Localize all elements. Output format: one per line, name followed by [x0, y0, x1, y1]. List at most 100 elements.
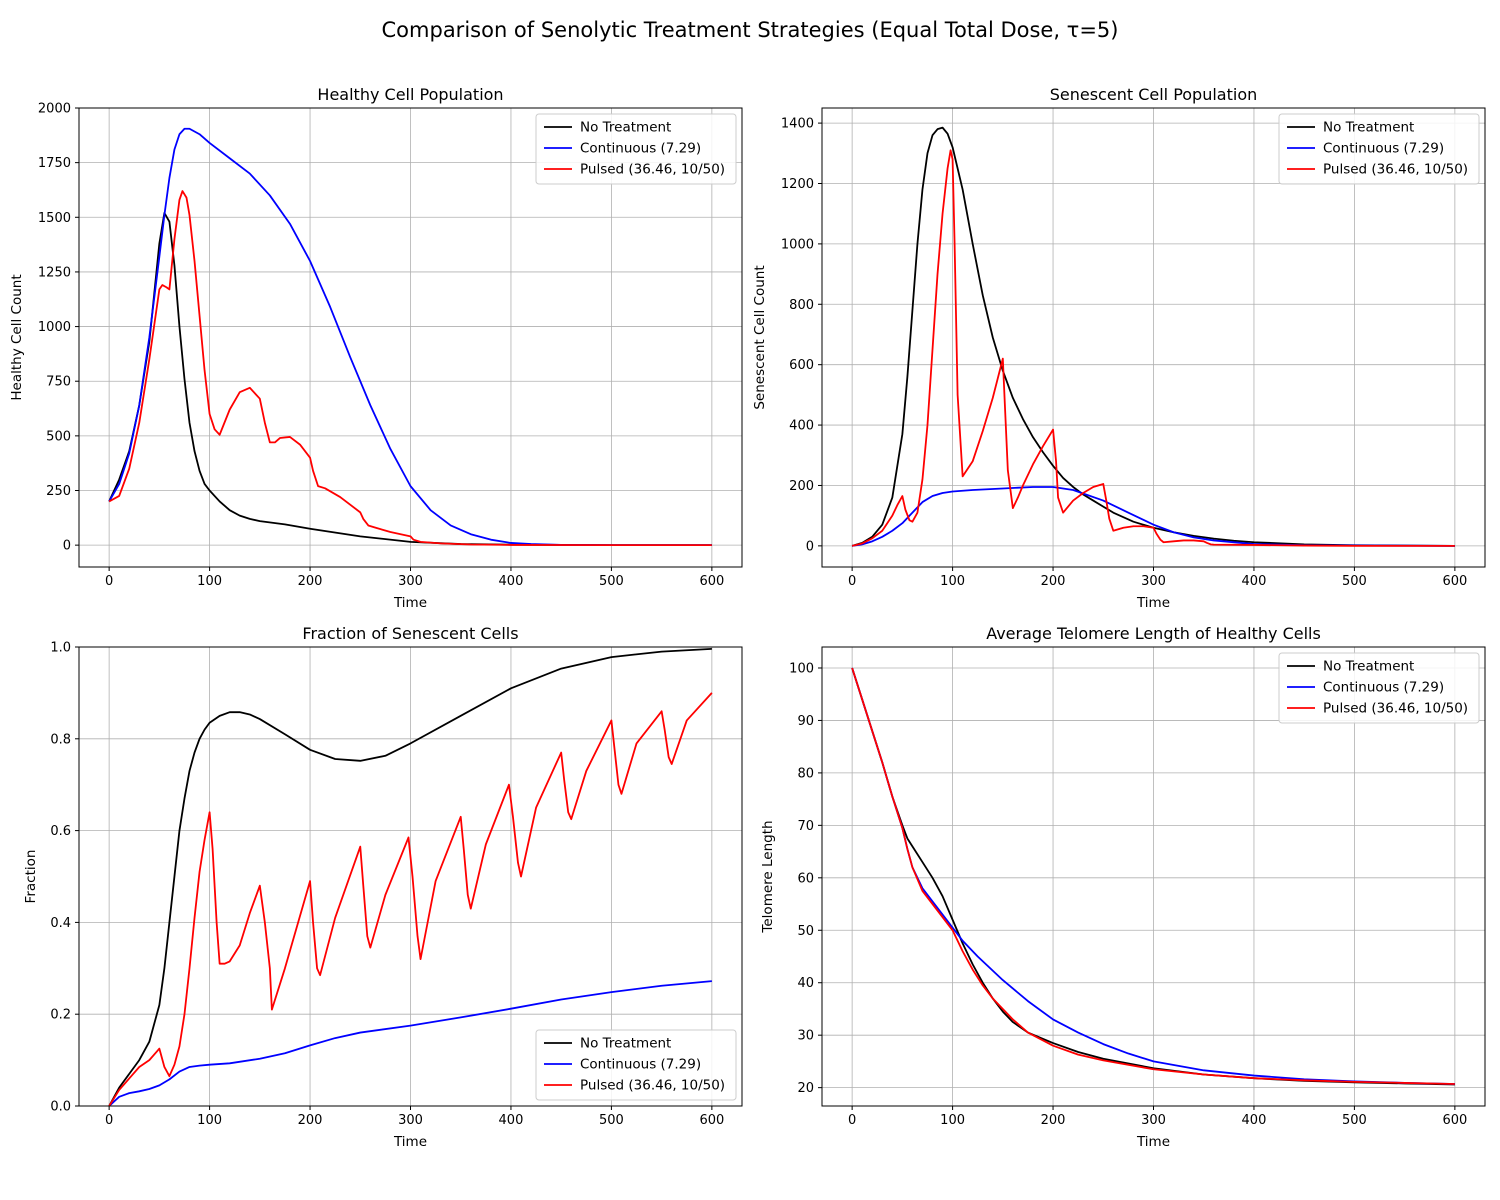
subplot-title: Average Telomere Length of Healthy Cells: [986, 624, 1321, 643]
y-tick-label: 1.0: [50, 641, 71, 656]
subplot-title: Healthy Cell Population: [317, 85, 503, 104]
y-tick-label: 70: [797, 819, 814, 834]
legend-label-no-treatment: No Treatment: [1323, 120, 1414, 136]
y-tick-label: 1400: [781, 117, 814, 132]
x-tick-label: 500: [599, 574, 624, 589]
y-tick-label: 400: [789, 419, 814, 434]
series-line-pulsed: [851, 667, 1455, 1085]
x-tick-label: 600: [1442, 574, 1467, 589]
legend: No Treatment Continuous (7.29) Pulsed (36.…: [1278, 652, 1480, 724]
legend-label-no-treatment: No Treatment: [1323, 659, 1414, 675]
y-tick-label: 60: [797, 871, 814, 886]
legend-label-pulsed: Pulsed (36.46, 10/50): [580, 162, 725, 178]
y-axis-label: Telomere Length: [760, 820, 776, 933]
legend-label-continuous: Continuous (7.29): [1323, 680, 1444, 696]
y-tick-label: 1000: [38, 320, 71, 335]
chart-fraction: 0 100 200 300 400 500 600 0.0 0.2 0.4 0.6 0.8 1.0 Fra…: [23, 624, 743, 1150]
x-tick-label: 0: [105, 1113, 113, 1128]
x-tick-label: 300: [1141, 1113, 1166, 1128]
y-tick-label: 250: [46, 484, 71, 499]
x-tick-label: 400: [1242, 1113, 1267, 1128]
legend-label-continuous: Continuous (7.29): [580, 1057, 701, 1073]
legend-frame: [535, 1029, 737, 1101]
chart-telomere: 0 100 200 300 400 500 600 20 30 40 50 60 70 80 90 100 Av…: [760, 624, 1486, 1150]
legend-label-pulsed: Pulsed (36.46, 10/50): [1323, 162, 1468, 178]
y-tick-label: 800: [789, 298, 814, 313]
y-tick-label: 20: [797, 1081, 814, 1096]
y-tick-label: 0.8: [50, 732, 71, 747]
y-tick-label: 200: [789, 479, 814, 494]
chart-healthy: 0 100 200 300 400 500 600 0 250 500 750 1000 1250 150…: [9, 85, 743, 611]
x-tick-label: 0: [848, 1113, 856, 1128]
x-tick-label: 200: [1041, 1113, 1066, 1128]
series-line-continuous: [108, 980, 712, 1106]
x-tick-label: 500: [1342, 1113, 1367, 1128]
x-tick-label: 600: [1442, 1113, 1467, 1128]
x-tick-label: 0: [105, 574, 113, 589]
chart-senescent: 0 100 200 300 400 500 600 0 200 400 600 800 1000 1200…: [752, 85, 1486, 611]
x-tick-label: 400: [499, 574, 524, 589]
y-tick-label: 80: [797, 766, 814, 781]
x-axis-label: Time: [393, 595, 427, 611]
legend: No Treatment Continuous (7.29) Pulsed (36.…: [1278, 113, 1480, 185]
y-tick-label: 0.2: [50, 1008, 71, 1023]
x-tick-label: 200: [1041, 574, 1066, 589]
x-tick-label: 400: [1242, 574, 1267, 589]
x-tick-label: 300: [398, 574, 423, 589]
y-tick-label: 1750: [38, 156, 71, 171]
y-tick-label: 2000: [38, 102, 71, 117]
legend-label-continuous: Continuous (7.29): [580, 141, 701, 157]
y-axis-label: Fraction: [23, 850, 39, 904]
x-tick-label: 200: [298, 574, 323, 589]
x-tick-label: 100: [197, 574, 222, 589]
x-tick-label: 600: [699, 1113, 724, 1128]
x-tick-label: 300: [398, 1113, 423, 1128]
x-tick-label: 600: [699, 574, 724, 589]
legend-label-pulsed: Pulsed (36.46, 10/50): [1323, 701, 1468, 717]
y-tick-label: 1200: [781, 177, 814, 192]
x-tick-label: 100: [940, 574, 965, 589]
x-axis-label: Time: [1136, 1134, 1170, 1150]
figure-title: Comparison of Senolytic Treatment Strate…: [381, 18, 1119, 42]
y-tick-label: 100: [789, 661, 814, 676]
x-tick-label: 300: [1141, 574, 1166, 589]
subplot-title: Senescent Cell Population: [1050, 85, 1258, 104]
series-line-pulsed: [108, 190, 712, 547]
series-line-continuous: [108, 127, 712, 547]
y-axis-label: Senescent Cell Count: [752, 265, 768, 409]
y-tick-label: 600: [789, 358, 814, 373]
y-tick-label: 500: [46, 429, 71, 444]
y-tick-label: 1500: [38, 211, 71, 226]
y-tick-label: 0.0: [50, 1100, 71, 1115]
y-tick-label: 50: [797, 924, 814, 939]
x-tick-label: 500: [599, 1113, 624, 1128]
series-line-continuous: [852, 486, 1455, 547]
y-tick-label: 750: [46, 375, 71, 390]
x-tick-label: 100: [197, 1113, 222, 1128]
x-tick-label: 500: [1342, 574, 1367, 589]
y-tick-label: 90: [797, 714, 814, 729]
x-axis-label: Time: [1136, 595, 1170, 611]
x-tick-label: 0: [848, 574, 856, 589]
series-line-pulsed: [851, 149, 1455, 547]
y-tick-label: 40: [797, 976, 814, 991]
legend-label-continuous: Continuous (7.29): [1323, 141, 1444, 157]
legend-frame: [535, 113, 737, 185]
y-tick-label: 0: [806, 539, 814, 554]
y-axis-label: Healthy Cell Count: [9, 274, 25, 400]
legend-label-no-treatment: No Treatment: [580, 1036, 671, 1052]
x-tick-label: 100: [940, 1113, 965, 1128]
subplot-title: Fraction of Senescent Cells: [302, 624, 518, 643]
y-tick-label: 30: [797, 1029, 814, 1044]
legend: No Treatment Continuous (7.29) Pulsed (36.…: [535, 113, 737, 185]
legend-label-no-treatment: No Treatment: [580, 120, 671, 136]
x-axis-label: Time: [393, 1134, 427, 1150]
legend-frame: [1278, 113, 1480, 185]
series-line-pulsed: [108, 692, 713, 1106]
y-tick-label: 0: [63, 539, 71, 554]
legend-frame: [1278, 652, 1480, 724]
y-tick-label: 1250: [38, 265, 71, 280]
legend-label-pulsed: Pulsed (36.46, 10/50): [580, 1078, 725, 1094]
x-tick-label: 200: [298, 1113, 323, 1128]
